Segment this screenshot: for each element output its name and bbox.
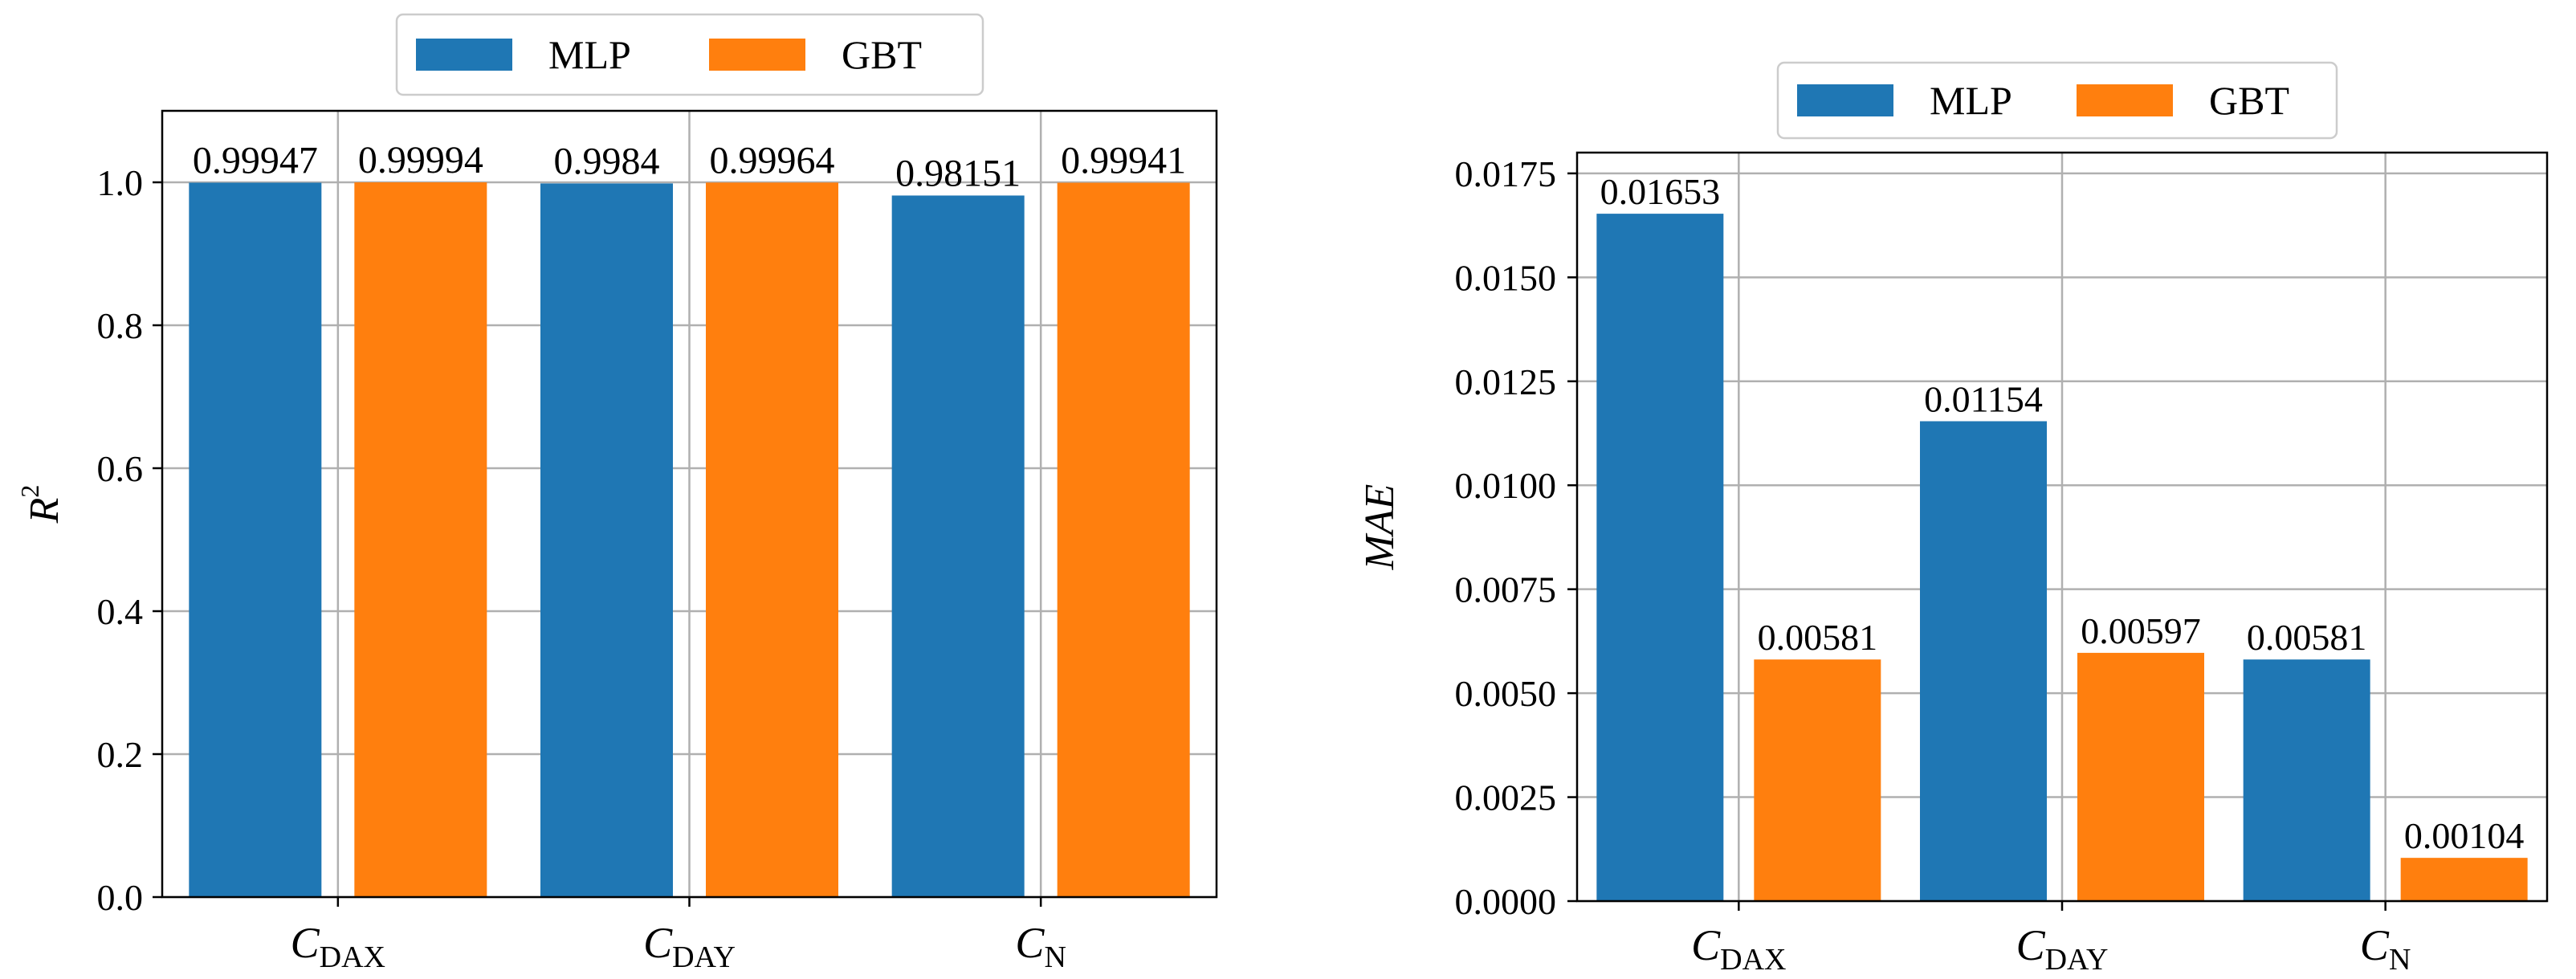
y-tick-label: 0.0075	[1455, 569, 1557, 610]
x-tick-label-main: C	[1015, 919, 1045, 967]
mae-chart: 0.01653 0.01154 0.00581 0.00581 0.00597 0.001…	[1357, 61, 2549, 977]
legend-swatch-gbt	[2077, 84, 2173, 116]
bar-mlp-2	[891, 195, 1025, 897]
bar-gbt-2	[1057, 182, 1190, 898]
y-tick-label: 0.0025	[1455, 777, 1557, 818]
bar-gbt-2	[2400, 858, 2528, 901]
bar-mlp-1	[540, 183, 673, 897]
x-tick-label-sub: DAY	[2045, 943, 2109, 977]
data-label: 0.00581	[2247, 617, 2367, 658]
legend-box	[395, 13, 984, 96]
legend-label-gbt: GBT	[2209, 78, 2289, 123]
x-tick-label-main: C	[2016, 921, 2046, 969]
x-tick-label: CDAX	[291, 919, 385, 974]
data-label: 0.99941	[1061, 140, 1186, 182]
legend-box	[1776, 61, 2338, 140]
x-tick-label-sub: DAX	[320, 940, 385, 974]
legend-swatch-gbt	[709, 39, 805, 71]
y-axis-label: MAE	[1357, 484, 1403, 571]
x-tick-label-sub: DAX	[1720, 943, 1786, 977]
y-tick-label: 0.8	[97, 305, 144, 346]
x-tick-label: CN	[2360, 921, 2411, 977]
y-axis-label: R2	[15, 485, 67, 524]
y-tick-label: 0.0100	[1455, 465, 1557, 506]
bar-mlp-1	[1920, 421, 2047, 901]
x-tick-label-main: C	[2360, 921, 2390, 969]
bar-gbt-0	[1754, 659, 1881, 901]
bar-gbt-1	[2077, 652, 2204, 901]
x-tick-label: CN	[1015, 919, 1066, 974]
legend: MLP GBT	[395, 13, 984, 96]
y-tick-label: 1.0	[97, 162, 144, 203]
legend-label-mlp: MLP	[548, 32, 631, 77]
data-label: 0.98151	[895, 152, 1021, 194]
x-tick-label-main: C	[291, 919, 320, 967]
x-tick-label: CDAY	[643, 919, 736, 974]
y-tick-label: 0.0050	[1455, 673, 1557, 714]
data-label: 0.99947	[193, 139, 318, 182]
legend: MLP GBT	[1776, 61, 2338, 140]
data-label: 0.00104	[2404, 815, 2525, 856]
data-label: 0.01154	[1924, 378, 2043, 419]
y-tick-label: 0.2	[97, 734, 144, 775]
y-tick-label: 0.0000	[1455, 881, 1557, 922]
y-tick-label: 0.0175	[1455, 153, 1557, 194]
legend-label-gbt: GBT	[842, 32, 922, 77]
legend-swatch-mlp	[416, 39, 512, 71]
x-tick-label-main: C	[643, 919, 673, 967]
data-label: 0.9984	[554, 140, 660, 182]
y-tick-label: 0.0	[97, 877, 144, 918]
x-tick-label: CDAX	[1691, 921, 1786, 977]
data-label: 0.00597	[2081, 610, 2201, 651]
x-tick-label-sub: N	[2389, 943, 2411, 977]
y-axis-label-main: R	[22, 498, 67, 524]
y-tick-label: 0.0150	[1455, 257, 1557, 298]
data-label: 0.99994	[358, 139, 483, 182]
bar-mlp-0	[1596, 214, 1724, 901]
y-tick-label: 0.0125	[1455, 361, 1557, 402]
legend-swatch-mlp	[1797, 84, 1893, 116]
y-axis-label-main: MAE	[1357, 484, 1403, 571]
x-tick-label: CDAY	[2016, 921, 2109, 977]
x-tick-label-sub: N	[1044, 940, 1066, 974]
bar-gbt-0	[354, 182, 487, 897]
data-label: 0.00581	[1758, 617, 1878, 658]
data-label: 0.01653	[1600, 171, 1721, 212]
bar-mlp-2	[2243, 659, 2370, 901]
y-axis-label-sup: 2	[15, 485, 44, 498]
x-tick-label-sub: DAY	[672, 940, 736, 974]
bar-gbt-1	[706, 182, 838, 897]
y-tick-label: 0.6	[97, 448, 144, 489]
x-tick-label-main: C	[1691, 921, 1721, 969]
r2-chart: 0.99947 0.9984 0.98151 0.99994 0.99964 0.9994…	[15, 13, 1218, 974]
data-label: 0.99964	[710, 139, 835, 182]
bar-mlp-0	[189, 182, 322, 898]
y-tick-label: 0.4	[97, 591, 144, 632]
legend-label-mlp: MLP	[1930, 78, 2012, 123]
